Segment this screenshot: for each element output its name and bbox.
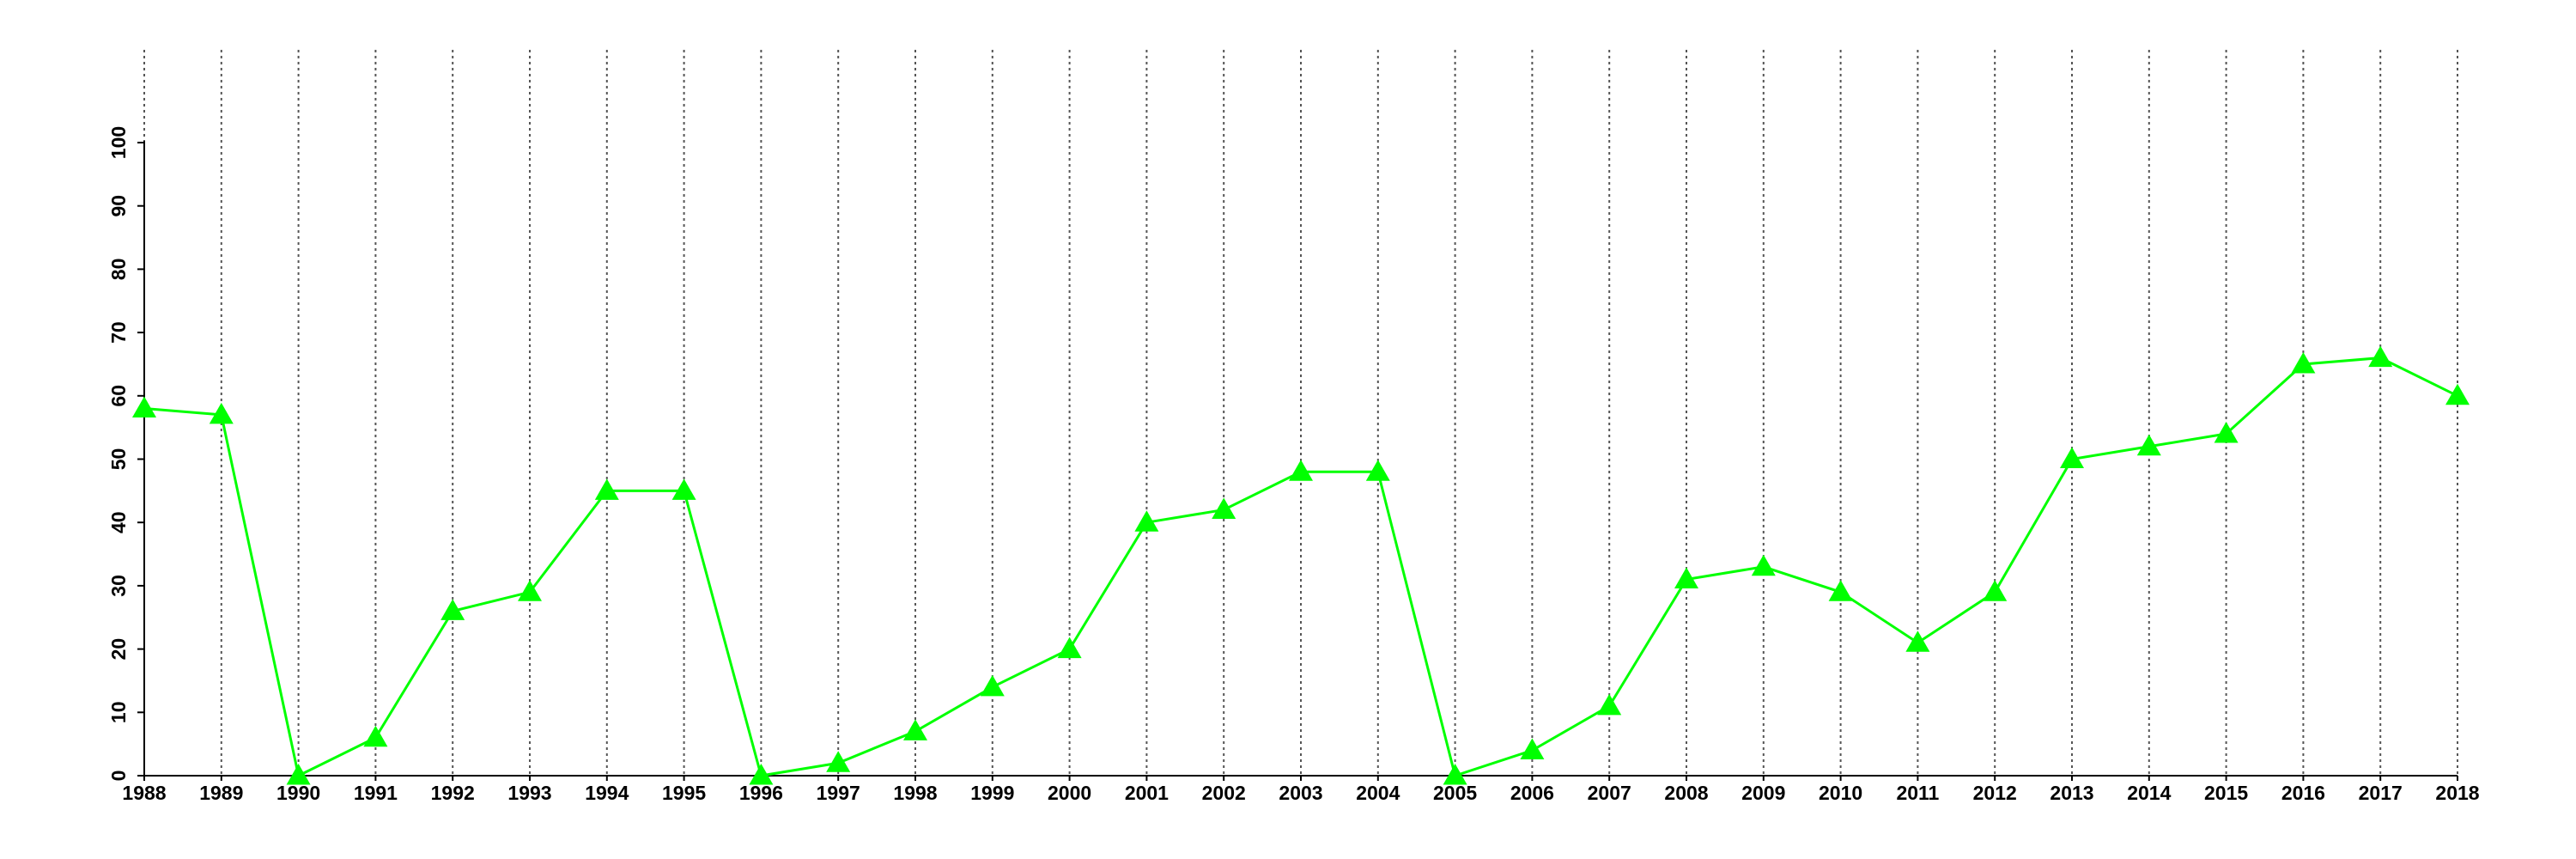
x-tick-label: 1997: [817, 782, 860, 804]
marker: [2136, 434, 2161, 456]
marker: [1443, 764, 1467, 785]
x-tick-label: 1988: [122, 782, 166, 804]
x-tick-label: 2001: [1125, 782, 1169, 804]
marker: [1905, 631, 1930, 652]
marker: [1212, 497, 1236, 519]
marker: [2445, 383, 2470, 405]
marker: [1751, 554, 1776, 576]
marker: [209, 402, 234, 424]
x-tick-label: 2017: [2359, 782, 2403, 804]
x-tick-label: 1989: [199, 782, 243, 804]
marker: [1828, 580, 1853, 601]
x-tick-label: 1996: [739, 782, 783, 804]
marker: [671, 478, 696, 500]
y-tick-label: 80: [107, 259, 130, 281]
y-tick-label: 20: [107, 638, 130, 661]
x-tick-label: 1999: [970, 782, 1014, 804]
marker: [826, 751, 851, 772]
y-tick-label: 70: [107, 321, 130, 344]
y-tick-label: 0: [107, 771, 130, 782]
marker: [594, 478, 619, 500]
marker: [1365, 460, 1390, 481]
marker: [1674, 567, 1698, 589]
x-tick-label: 2003: [1279, 782, 1322, 804]
marker: [286, 764, 311, 785]
marker: [132, 396, 156, 418]
x-tick-label: 2004: [1356, 782, 1400, 804]
marker: [1134, 510, 1159, 532]
marker: [2291, 351, 2316, 374]
x-tick-label: 2005: [1433, 782, 1477, 804]
y-tick-label: 90: [107, 195, 130, 217]
x-tick-label: 2013: [2050, 782, 2093, 804]
x-tick-label: 1993: [507, 782, 551, 804]
marker: [1057, 637, 1082, 659]
x-tick-label: 1990: [276, 782, 320, 804]
x-tick-label: 2016: [2281, 782, 2325, 804]
y-tick-label: 60: [107, 385, 130, 407]
x-tick-label: 2010: [1819, 782, 1862, 804]
x-tick-label: 2012: [1973, 782, 2017, 804]
marker: [980, 674, 1005, 697]
marker: [440, 599, 465, 620]
x-tick-label: 2018: [2435, 782, 2479, 804]
marker: [1289, 460, 1313, 481]
marker: [2060, 447, 2084, 468]
x-tick-label: 1991: [354, 782, 398, 804]
x-tick-label: 1995: [662, 782, 706, 804]
x-tick-label: 2002: [1202, 782, 1246, 804]
marker: [749, 764, 774, 785]
x-tick-label: 2011: [1896, 782, 1939, 804]
y-tick-label: 100: [107, 126, 130, 159]
x-tick-label: 1992: [431, 782, 475, 804]
x-tick-label: 2015: [2204, 782, 2248, 804]
x-tick-label: 1994: [585, 782, 629, 804]
x-tick-label: 2014: [2127, 782, 2171, 804]
marker: [1597, 693, 1622, 716]
x-tick-label: 2009: [1741, 782, 1785, 804]
marker: [1520, 738, 1545, 760]
x-tick-label: 2000: [1048, 782, 1091, 804]
y-tick-label: 10: [107, 702, 130, 724]
marker: [363, 725, 388, 747]
x-tick-label: 2008: [1664, 782, 1708, 804]
marker: [903, 719, 927, 740]
marker: [518, 580, 542, 601]
x-tick-label: 2006: [1510, 782, 1554, 804]
x-tick-label: 1998: [893, 782, 937, 804]
y-tick-label: 40: [107, 511, 130, 533]
y-tick-label: 50: [107, 448, 130, 471]
x-tick-label: 2007: [1588, 782, 1631, 804]
marker: [1983, 580, 2008, 601]
y-tick-label: 30: [107, 575, 130, 597]
marker: [2368, 345, 2393, 368]
marker: [2214, 422, 2239, 443]
